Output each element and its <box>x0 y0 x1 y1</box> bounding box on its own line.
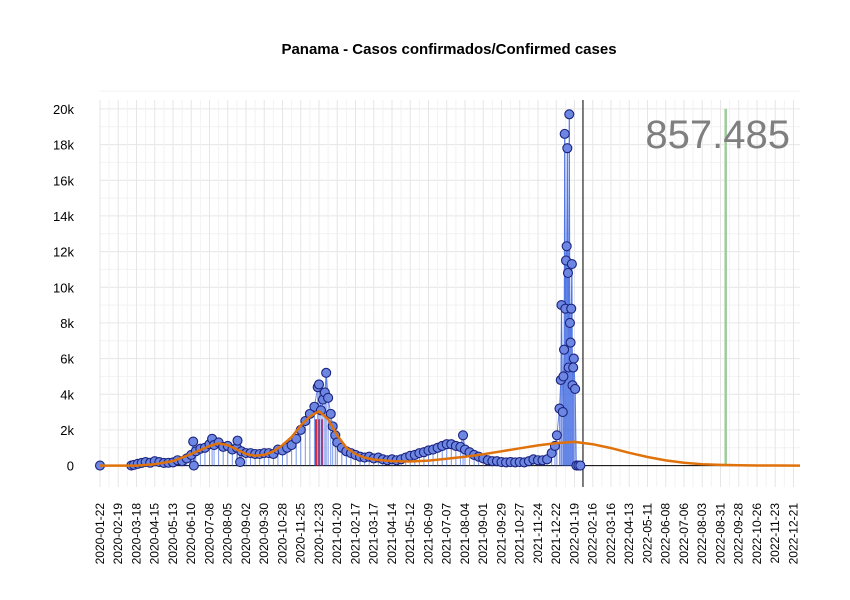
total-cases-annotation: 857.485 <box>645 113 790 157</box>
chart-title: Panama - Casos confirmados/Confirmed cas… <box>281 41 616 58</box>
y-axis-ticks: 0 2k 4k 6k 8k 10k 12k 14k 16k 18k 20k <box>53 102 74 474</box>
x-tick-label: 2022-01-19 <box>567 503 581 565</box>
x-tick-label: 2021-09-01 <box>476 503 490 565</box>
x-tick-label: 2021-10-27 <box>513 503 527 565</box>
x-axis-ticks: 2020-01-22 2020-02-19 2020-03-18 2020-04-15… <box>93 503 800 565</box>
y-tick-label: 14k <box>53 209 74 224</box>
data-point <box>566 259 577 270</box>
x-tick-label: 2020-09-30 <box>257 503 271 565</box>
data-point <box>561 241 572 252</box>
trend-curve-group <box>100 409 801 467</box>
x-tick-label: 2020-11-25 <box>294 503 308 564</box>
x-tick-label: 2021-06-09 <box>421 503 435 565</box>
x-tick-label: 2020-10-28 <box>275 503 289 565</box>
y-tick-label: 6k <box>60 352 74 367</box>
x-tick-label: 2022-06-08 <box>659 503 673 565</box>
data-point <box>321 367 332 378</box>
x-tick-label: 2021-09-29 <box>494 503 508 565</box>
y-tick-label: 10k <box>53 280 74 295</box>
x-tick-label: 2022-05-11 <box>640 503 654 564</box>
data-point <box>568 362 579 373</box>
x-tick-label: 2021-08-04 <box>458 503 472 565</box>
trend-curve <box>100 409 801 467</box>
x-tick-label: 2022-03-16 <box>604 503 618 565</box>
x-tick-label: 2022-02-16 <box>586 503 600 565</box>
data-point <box>325 408 336 419</box>
data-point <box>564 109 575 120</box>
data-point <box>323 392 334 403</box>
data-point <box>559 344 570 355</box>
data-point <box>564 317 575 328</box>
data-point <box>232 435 243 446</box>
x-tick-label: 2020-05-13 <box>166 503 180 565</box>
x-tick-label: 2022-08-03 <box>695 503 709 565</box>
data-point <box>575 460 586 471</box>
x-tick-label: 2020-06-10 <box>184 503 198 565</box>
reference-lines <box>314 100 727 487</box>
x-tick-label: 2022-09-28 <box>732 503 746 565</box>
data-point <box>559 128 570 139</box>
data-point <box>562 143 573 154</box>
data-point <box>557 407 568 418</box>
x-tick-label: 2020-01-22 <box>93 503 107 565</box>
x-tick-label: 2022-10-26 <box>750 503 764 565</box>
y-tick-label: 0 <box>67 459 74 474</box>
x-tick-label: 2021-11-24 <box>531 503 545 564</box>
x-tick-label: 2021-03-17 <box>367 503 381 565</box>
grid <box>99 90 800 487</box>
x-tick-label: 2021-12-22 <box>549 503 563 565</box>
data-point <box>188 436 199 447</box>
data-point <box>235 456 246 468</box>
x-tick-label: 2021-07-07 <box>440 503 454 565</box>
data-point <box>570 383 581 394</box>
x-tick-label: 2021-01-20 <box>330 503 344 565</box>
y-tick-label: 18k <box>53 138 74 153</box>
x-tick-label: 2022-08-31 <box>713 503 727 565</box>
data-point <box>558 371 569 382</box>
x-tick-label: 2020-09-02 <box>239 503 253 565</box>
data-point <box>551 430 562 441</box>
x-tick-label: 2021-05-12 <box>403 503 417 565</box>
data-point <box>562 267 574 279</box>
data-points <box>94 109 586 471</box>
x-tick-label: 2021-04-14 <box>385 503 399 565</box>
x-tick-label: 2020-08-05 <box>221 503 235 565</box>
y-tick-label: 8k <box>60 316 74 331</box>
data-line <box>100 114 581 467</box>
data-point <box>566 303 577 314</box>
x-tick-label: 2022-12-21 <box>786 503 800 565</box>
data-point <box>565 337 576 348</box>
x-tick-label: 2020-02-19 <box>111 503 125 565</box>
x-tick-label: 2022-07-06 <box>677 503 691 565</box>
x-tick-label: 2020-04-15 <box>148 503 162 565</box>
data-point <box>291 433 302 444</box>
y-tick-label: 2k <box>60 423 74 438</box>
y-tick-label: 4k <box>60 387 74 402</box>
data-point <box>457 430 469 441</box>
data-point <box>313 379 325 390</box>
x-tick-label: 2020-03-18 <box>129 503 143 565</box>
data-point <box>188 460 199 471</box>
y-tick-label: 12k <box>53 245 74 260</box>
y-tick-label: 16k <box>53 173 74 188</box>
data-stems <box>100 114 581 467</box>
y-tick-label: 20k <box>53 102 74 117</box>
x-tick-label: 2022-11-23 <box>768 503 782 564</box>
data-point <box>568 353 579 364</box>
x-tick-label: 2021-02-17 <box>348 503 362 565</box>
x-tick-label: 2022-04-13 <box>622 503 636 565</box>
x-tick-label: 2020-07-08 <box>202 503 216 565</box>
x-tick-label: 2020-12-23 <box>312 503 326 565</box>
